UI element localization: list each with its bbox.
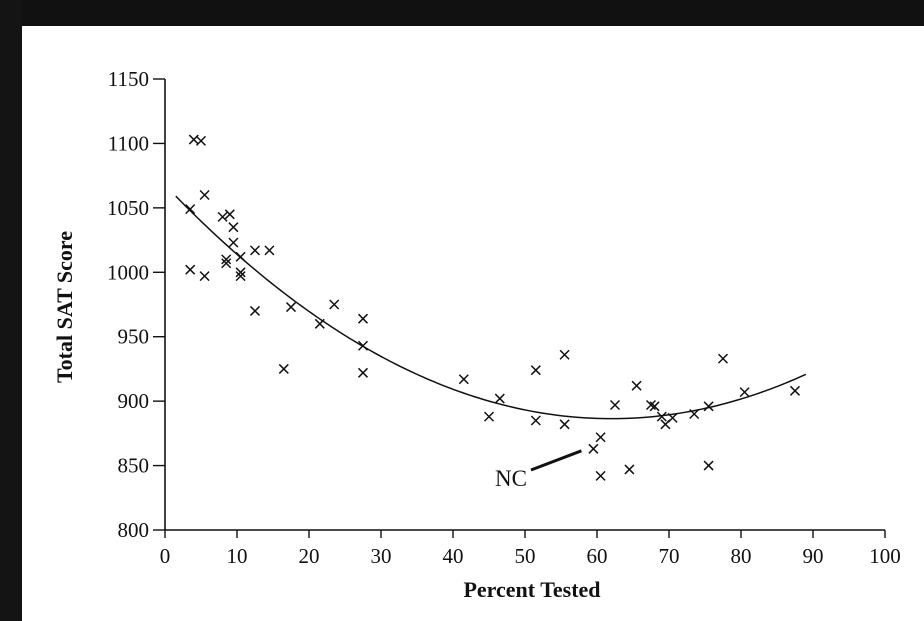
x-axis-title: Percent Tested	[463, 577, 600, 602]
data-point	[483, 411, 495, 422]
data-point	[221, 254, 232, 265]
data-point	[649, 401, 660, 412]
data-point	[224, 209, 235, 220]
x-tick-label: 50	[515, 544, 536, 568]
data-point	[285, 302, 297, 313]
data-point	[249, 245, 261, 256]
nc-annotation-label: NC	[495, 466, 527, 491]
data-point	[789, 385, 801, 396]
data-point	[609, 399, 621, 411]
y-tick-label: 850	[118, 454, 150, 478]
x-tick-label: 20	[299, 544, 320, 568]
data-point	[228, 222, 239, 233]
data-point	[631, 380, 642, 391]
data-point	[458, 374, 469, 385]
data-point	[199, 271, 210, 282]
data-point	[228, 237, 239, 248]
data-point	[217, 211, 228, 222]
data-point	[559, 349, 570, 360]
data-point	[221, 258, 232, 269]
data-point	[595, 470, 606, 481]
data-point	[667, 412, 678, 423]
y-tick-label: 950	[118, 325, 150, 349]
data-point	[235, 271, 246, 282]
y-tick-label: 1150	[108, 67, 149, 91]
x-tick-label: 0	[160, 544, 171, 568]
data-point	[559, 419, 570, 430]
data-point	[357, 313, 369, 324]
data-point	[530, 365, 541, 376]
y-tick-label: 1000	[107, 260, 149, 284]
data-point	[185, 264, 196, 275]
y-axis-title: Total SAT Score	[52, 231, 77, 383]
data-point	[595, 432, 606, 443]
annotation-layer: NC	[495, 449, 582, 491]
data-point	[624, 464, 635, 475]
axes: 0 10 20 30 40 50 60 70 80 90 100 800 850 900 950 1000 10…	[107, 67, 901, 568]
data-point	[185, 204, 196, 215]
y-tick-label: 800	[118, 518, 150, 542]
y-tick-label: 1050	[107, 196, 149, 220]
data-point	[249, 305, 261, 316]
data-point	[703, 460, 714, 471]
data-point	[494, 393, 505, 404]
fit-curve-layer	[175, 195, 807, 420]
data-point	[195, 135, 207, 146]
fit-curve-line	[175, 195, 807, 420]
data-point	[656, 411, 667, 422]
data-point	[739, 387, 750, 398]
data-point	[329, 299, 340, 310]
y-tick-label: 1100	[108, 131, 149, 155]
data-point	[357, 340, 369, 351]
x-tick-label: 80	[731, 544, 752, 568]
x-tick-label: 70	[659, 544, 680, 568]
x-tick-label: 30	[371, 544, 392, 568]
data-point	[530, 415, 541, 426]
x-tick-label: 100	[869, 544, 901, 568]
y-tick-label: 900	[118, 389, 150, 413]
x-tick-label: 60	[587, 544, 608, 568]
data-point	[235, 251, 246, 262]
data-point	[314, 318, 325, 329]
data-point	[278, 363, 289, 374]
nc-pointer-line	[530, 449, 582, 472]
data-point	[264, 245, 275, 256]
data-point	[199, 189, 210, 201]
data-point	[645, 399, 657, 411]
data-point	[588, 443, 599, 454]
data-point	[703, 401, 714, 412]
x-tick-label: 40	[443, 544, 464, 568]
points-layer	[185, 134, 801, 481]
x-tick-label: 90	[803, 544, 824, 568]
left-frame-bar	[0, 0, 22, 621]
top-frame-bar	[0, 0, 924, 26]
x-tick-label: 10	[227, 544, 248, 568]
data-point	[235, 267, 246, 278]
data-point	[717, 353, 729, 364]
data-point	[689, 408, 700, 420]
data-point	[357, 367, 369, 378]
